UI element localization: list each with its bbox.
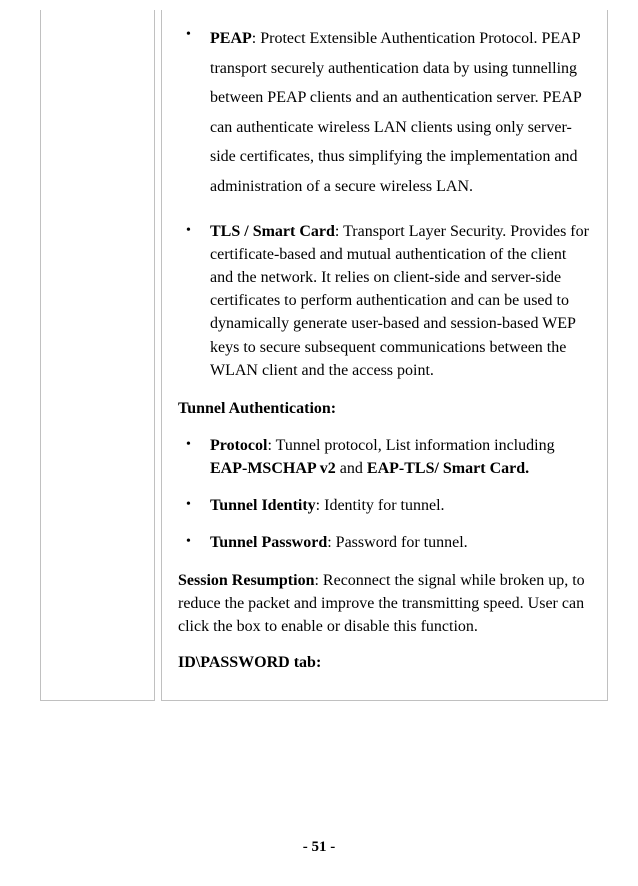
page-number: - 51 - (0, 839, 638, 856)
bullet-content: Tunnel Password: Password for tunnel. (210, 531, 591, 554)
tunnel-auth-heading: Tunnel Authentication: (178, 400, 591, 418)
bullet-marker: • (178, 24, 210, 202)
bullet-tls: • TLS / Smart Card: Transport Layer Secu… (178, 220, 591, 382)
protocol-bold2: EAP-TLS/ Smart Card. (367, 460, 529, 477)
bullet-tunnel-identity: • Tunnel Identity: Identity for tunnel. (178, 494, 591, 517)
bullet-content: PEAP: Protect Extensible Authentication … (210, 24, 591, 202)
bullet-content: Tunnel Identity: Identity for tunnel. (210, 494, 591, 517)
table-left-cell (40, 10, 155, 701)
bullet-marker: • (178, 531, 210, 554)
tunnel-auth-label: Tunnel Authentication (178, 400, 331, 417)
bullet-marker: • (178, 220, 210, 382)
bullet-content: TLS / Smart Card: Transport Layer Securi… (210, 220, 591, 382)
tunnel-password-label: Tunnel Password (210, 534, 327, 551)
tunnel-identity-text: : Identity for tunnel. (316, 497, 445, 514)
session-resumption-para: Session Resumption: Reconnect the signal… (178, 569, 591, 639)
protocol-bold1: EAP-MSCHAP v2 (210, 460, 336, 477)
tls-label: TLS / Smart Card (210, 223, 335, 240)
protocol-text-pre: : Tunnel protocol, List information incl… (267, 437, 554, 454)
tls-text: : Transport Layer Security. Provides for… (210, 223, 589, 379)
protocol-mid: and (336, 460, 367, 477)
peap-label: PEAP (210, 30, 252, 47)
content-table: • PEAP: Protect Extensible Authenticatio… (40, 10, 608, 701)
protocol-label: Protocol (210, 437, 267, 454)
bullet-peap: • PEAP: Protect Extensible Authenticatio… (178, 24, 591, 202)
table-right-cell: • PEAP: Protect Extensible Authenticatio… (161, 10, 608, 701)
bullet-marker: • (178, 494, 210, 517)
session-resumption-label: Session Resumption (178, 572, 314, 589)
tunnel-identity-label: Tunnel Identity (210, 497, 316, 514)
colon: : (331, 400, 336, 417)
bullet-protocol: • Protocol: Tunnel protocol, List inform… (178, 434, 591, 480)
bullet-marker: • (178, 434, 210, 480)
bullet-tunnel-password: • Tunnel Password: Password for tunnel. (178, 531, 591, 554)
bullet-content: Protocol: Tunnel protocol, List informat… (210, 434, 591, 480)
tunnel-password-text: : Password for tunnel. (327, 534, 467, 551)
peap-text: : Protect Extensible Authentication Prot… (210, 30, 581, 195)
id-password-tab-heading: ID\PASSWORD tab: (178, 654, 591, 672)
page-container: • PEAP: Protect Extensible Authenticatio… (0, 0, 638, 701)
